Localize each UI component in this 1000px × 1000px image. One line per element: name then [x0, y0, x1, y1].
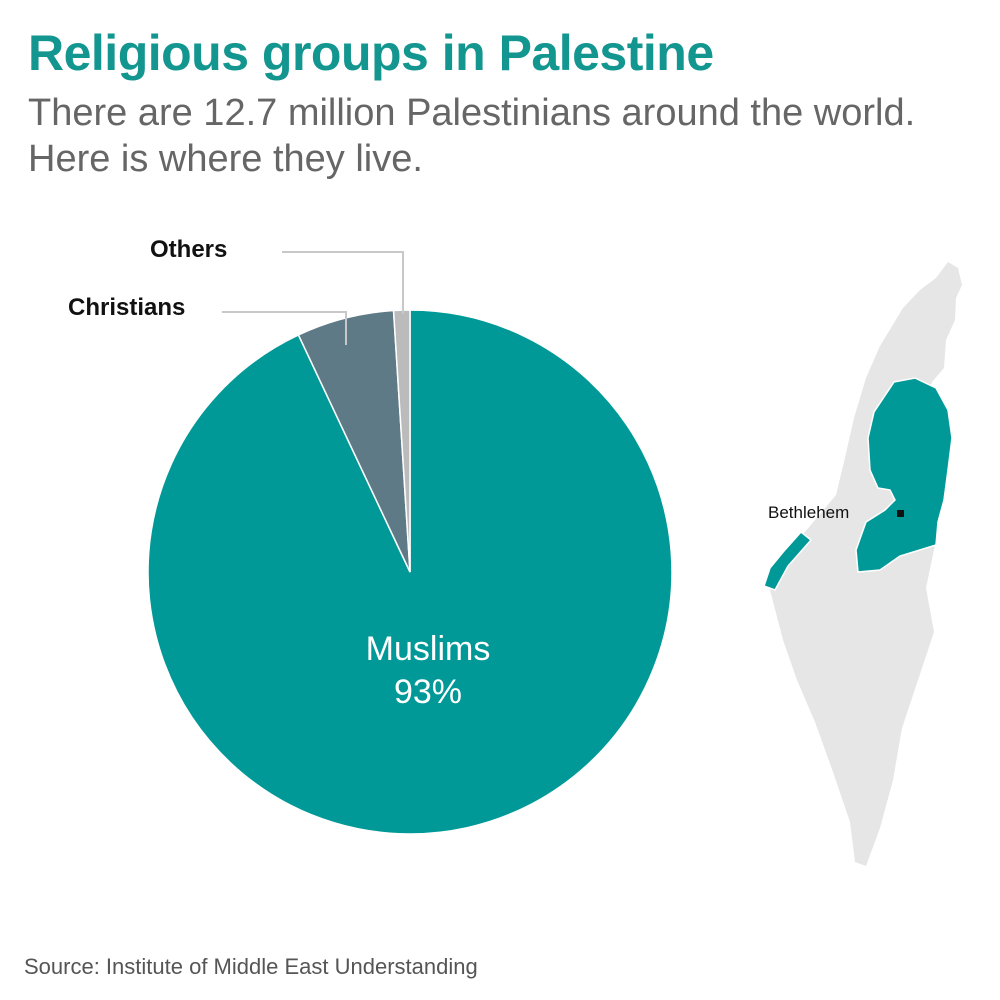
bethlehem-marker — [897, 510, 904, 517]
pie-slices — [147, 309, 673, 835]
value-label-muslims: 93% — [394, 673, 462, 711]
leader-line-christians — [222, 311, 347, 345]
map-label-bethlehem: Bethlehem — [768, 503, 849, 522]
leader-line-others — [282, 251, 404, 314]
chart-title: Religious groups in Palestine — [28, 25, 714, 81]
source-note: Source: Institute of Middle East Underst… — [24, 954, 478, 979]
pie-slice-others — [392, 309, 411, 573]
label-muslims: Muslims — [366, 630, 491, 668]
map-gaza — [763, 530, 813, 591]
map-west-bank — [855, 377, 953, 573]
leader-lines — [222, 251, 404, 345]
chart-subtitle: There are 12.7 million Palestinians arou… — [28, 92, 916, 180]
label-others: Others — [150, 236, 227, 263]
label-christians: Christians — [68, 294, 185, 321]
